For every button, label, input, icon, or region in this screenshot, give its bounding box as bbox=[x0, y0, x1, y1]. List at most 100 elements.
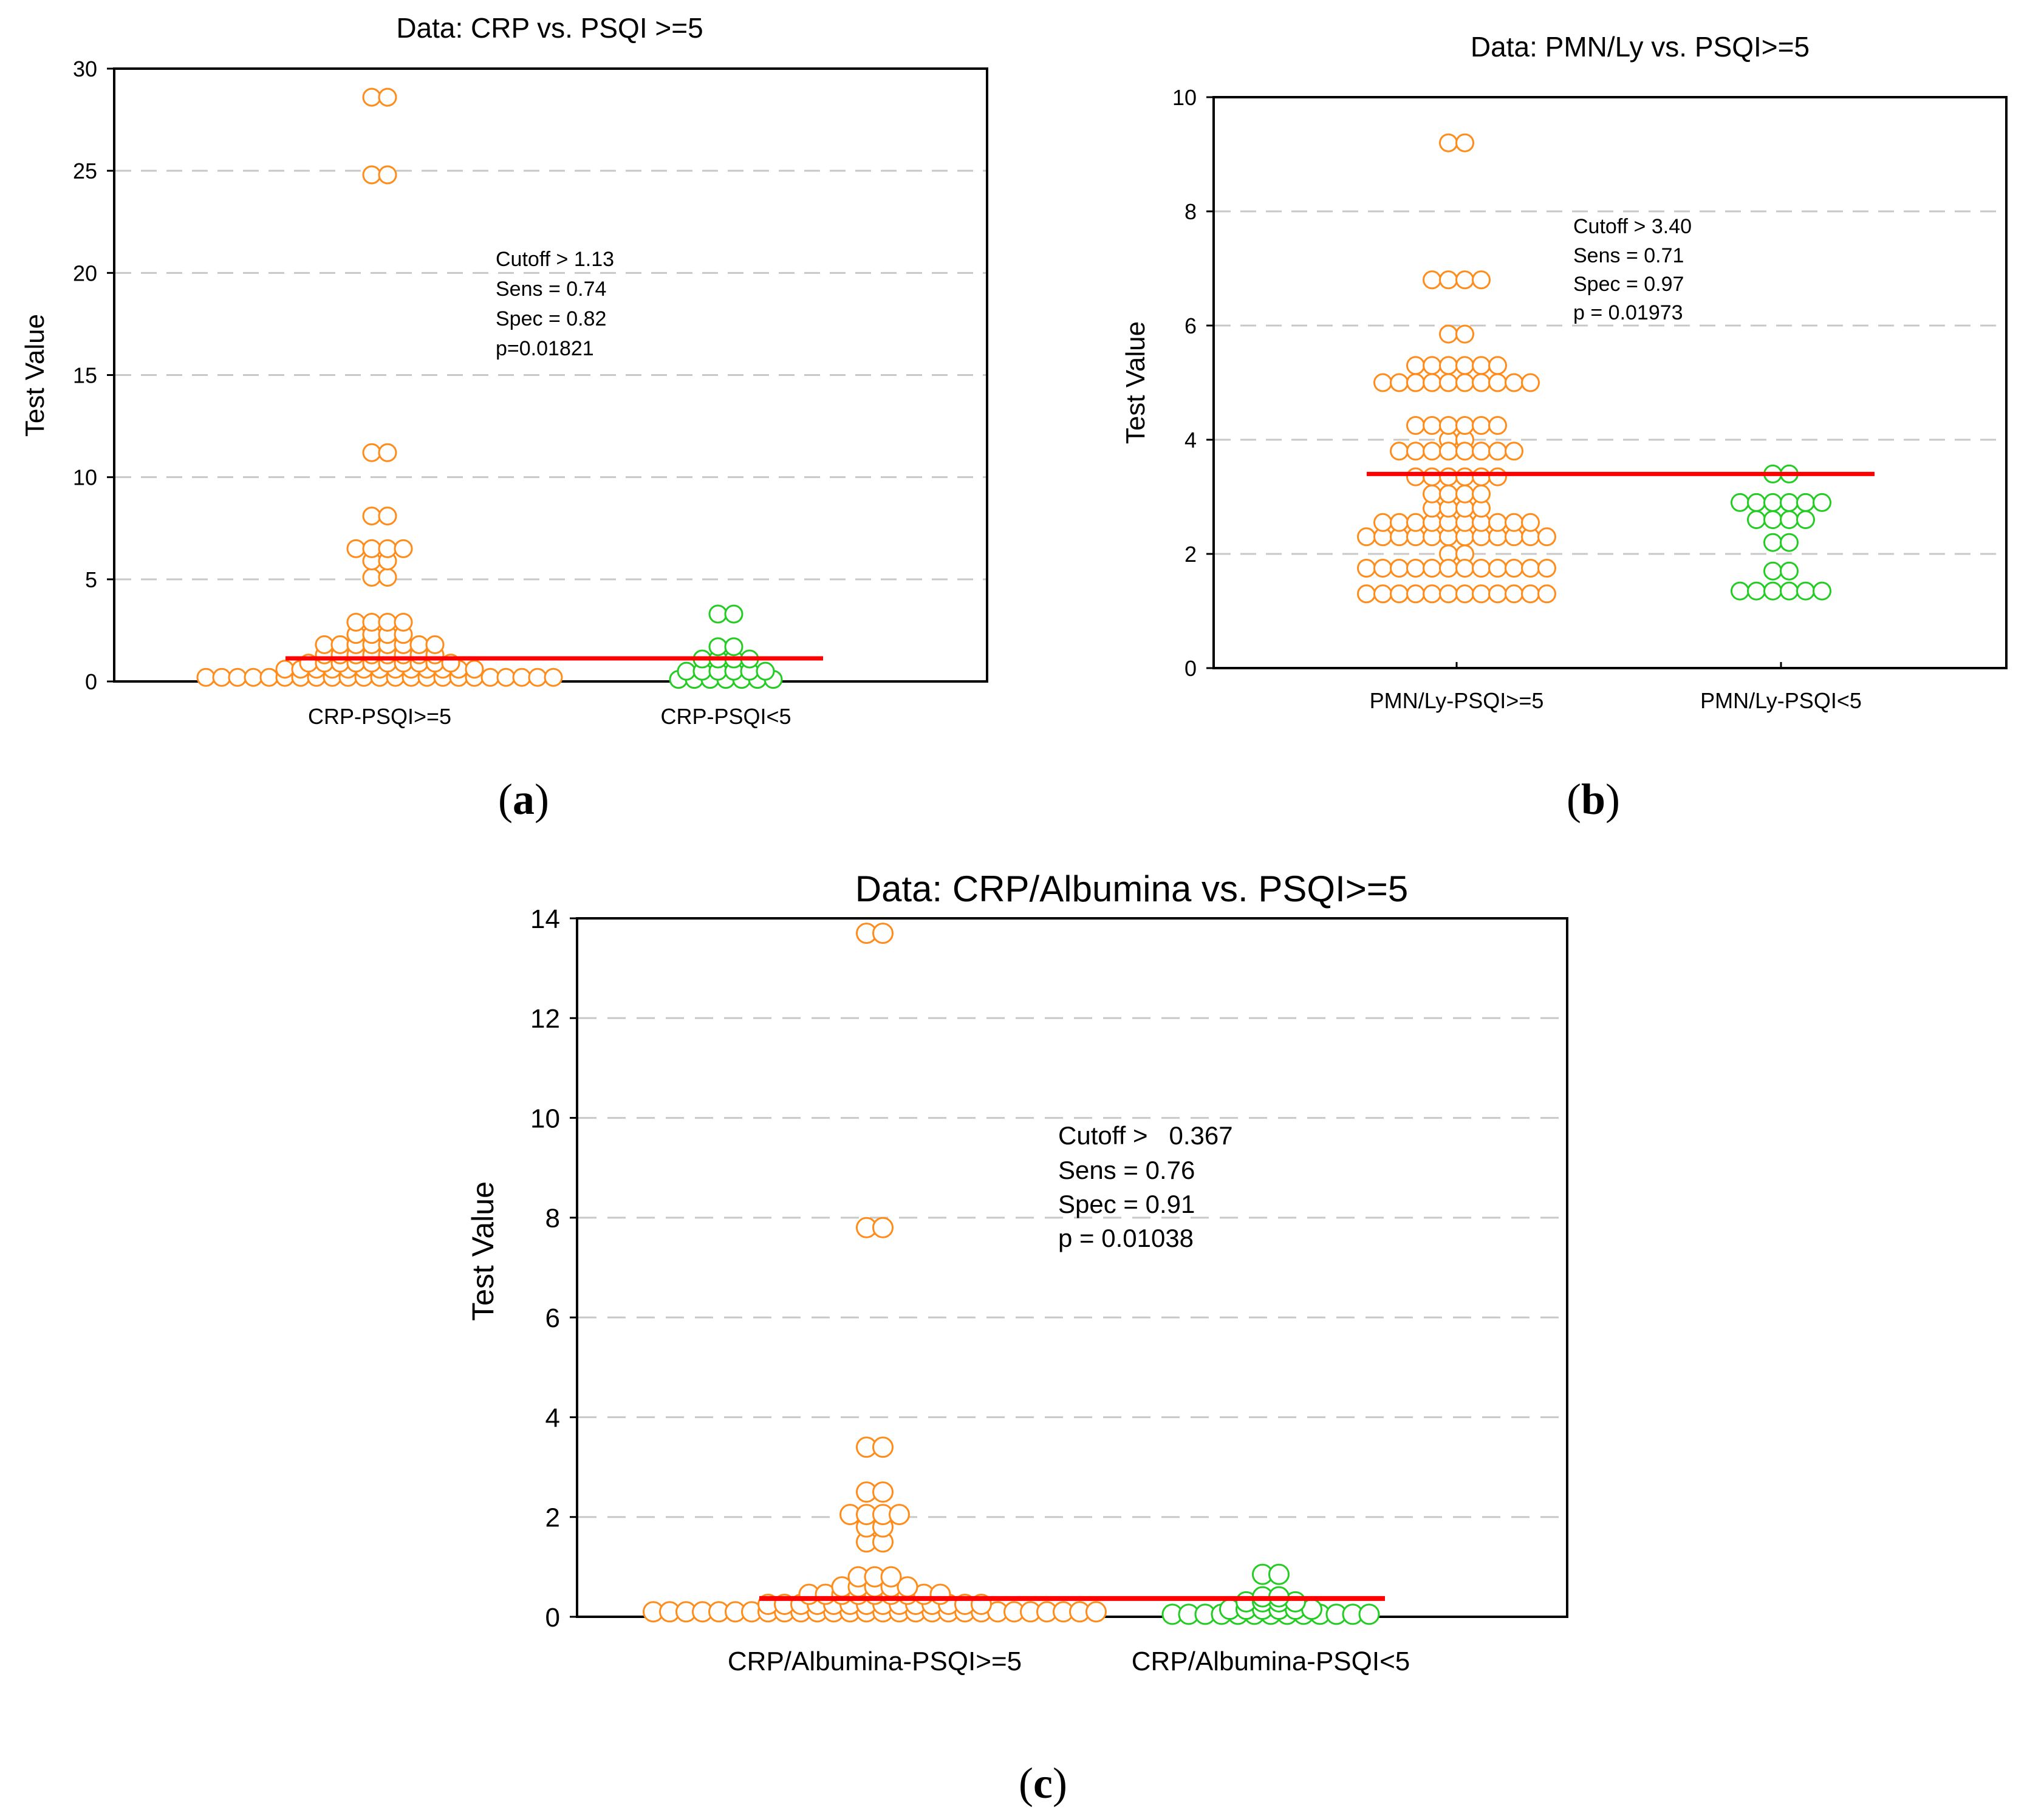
data-point bbox=[1357, 527, 1376, 547]
data-point bbox=[1373, 373, 1392, 392]
annotation-sens: Sens = 0.74 bbox=[496, 278, 606, 301]
data-point bbox=[378, 539, 397, 558]
y-tick-label: 5 bbox=[85, 567, 97, 592]
panel-a-y-axis: 0 5 10 15 20 25 30 bbox=[73, 56, 114, 694]
data-point bbox=[872, 1481, 894, 1503]
data-point bbox=[889, 1504, 910, 1526]
data-point bbox=[1439, 442, 1458, 461]
data-point bbox=[1537, 584, 1556, 604]
data-point bbox=[1390, 373, 1409, 392]
data-point bbox=[1406, 584, 1425, 604]
y-tick-label: 6 bbox=[1184, 313, 1197, 338]
data-point bbox=[1763, 581, 1782, 601]
data-point bbox=[1488, 373, 1507, 392]
data-point bbox=[212, 667, 231, 687]
data-point bbox=[1455, 324, 1474, 344]
data-point bbox=[1472, 559, 1491, 578]
data-point bbox=[1472, 416, 1491, 435]
data-point bbox=[708, 604, 728, 624]
data-point bbox=[1373, 584, 1392, 604]
data-point bbox=[228, 667, 247, 687]
data-point bbox=[1505, 373, 1523, 392]
panel-c-plot-frame bbox=[576, 917, 1568, 1618]
data-point bbox=[1521, 584, 1540, 604]
data-point bbox=[330, 635, 350, 654]
panel-a-y-axis-label: Test Value bbox=[20, 314, 50, 437]
data-point bbox=[1472, 484, 1491, 503]
data-point bbox=[1406, 373, 1425, 392]
data-point bbox=[362, 507, 381, 526]
data-point bbox=[346, 612, 366, 632]
data-point bbox=[1085, 1601, 1107, 1623]
y-tick-label: 15 bbox=[73, 363, 97, 387]
y-tick-label: 2 bbox=[545, 1503, 560, 1533]
y-tick-label: 0 bbox=[545, 1603, 560, 1633]
x-tick-label: CRP/Albumina-PSQI<5 bbox=[1132, 1647, 1410, 1676]
annotation-p-value: p = 0.01038 bbox=[1058, 1224, 1194, 1252]
data-point bbox=[1439, 484, 1458, 503]
data-point bbox=[1439, 467, 1458, 486]
data-point bbox=[1763, 533, 1782, 552]
panel-b-data-points bbox=[1357, 133, 1831, 604]
y-tick-label: 4 bbox=[1184, 428, 1197, 452]
data-point bbox=[378, 507, 397, 526]
data-point bbox=[362, 567, 381, 587]
data-point bbox=[1423, 584, 1441, 604]
panel-c-title: Data: CRP/Albumina vs. PSQI>=5 bbox=[855, 869, 1408, 909]
data-point bbox=[1439, 270, 1458, 290]
data-point bbox=[1521, 559, 1540, 578]
panel-a: Data: CRP vs. PSQI >=5 0 5 10 15 20 25 30 Test… bbox=[20, 12, 988, 824]
data-point bbox=[1373, 513, 1392, 532]
y-tick-label: 10 bbox=[530, 1104, 560, 1133]
data-point bbox=[1439, 356, 1458, 375]
data-point bbox=[1406, 513, 1425, 532]
data-point bbox=[1731, 581, 1749, 601]
data-point bbox=[1780, 510, 1799, 530]
panel-c-y-axis-label: Test Value bbox=[466, 1181, 500, 1321]
data-point bbox=[1406, 442, 1425, 461]
y-tick-label: 0 bbox=[85, 669, 97, 694]
y-tick-label: 4 bbox=[545, 1403, 560, 1433]
panel-b-y-axis: 0 2 4 6 8 10 bbox=[1172, 85, 1214, 681]
data-point bbox=[346, 539, 366, 558]
data-point bbox=[1390, 442, 1409, 461]
data-point bbox=[756, 661, 775, 681]
data-point bbox=[724, 604, 743, 624]
panel-b-y-axis-label: Test Value bbox=[1121, 321, 1150, 444]
data-point bbox=[544, 667, 563, 687]
data-point bbox=[1747, 493, 1766, 512]
panel-c-label: (c) bbox=[1019, 1759, 1067, 1807]
data-point bbox=[1455, 133, 1474, 152]
y-tick-label: 14 bbox=[530, 904, 560, 934]
data-point bbox=[1505, 559, 1523, 578]
data-point bbox=[1488, 467, 1507, 486]
annotation-p-value: p=0.01821 bbox=[496, 337, 594, 360]
y-tick-label: 25 bbox=[73, 159, 97, 183]
data-point bbox=[1455, 356, 1474, 375]
data-point bbox=[1472, 584, 1491, 604]
data-point bbox=[872, 923, 894, 944]
data-point bbox=[1521, 513, 1540, 532]
y-tick-label: 2 bbox=[1184, 542, 1197, 567]
data-point bbox=[196, 667, 216, 687]
y-tick-label: 6 bbox=[545, 1303, 560, 1333]
panel-a-label: (a) bbox=[498, 775, 549, 824]
data-point bbox=[465, 660, 484, 679]
data-point bbox=[1406, 416, 1425, 435]
y-tick-label: 10 bbox=[73, 465, 97, 490]
data-point bbox=[1455, 270, 1474, 290]
data-point bbox=[1813, 581, 1831, 601]
data-point bbox=[362, 87, 381, 107]
data-point bbox=[1455, 416, 1474, 435]
panel-c-data-points bbox=[643, 923, 1380, 1625]
annotation-spec: Spec = 0.82 bbox=[496, 307, 606, 330]
panel-a-title: Data: CRP vs. PSQI >=5 bbox=[396, 12, 703, 44]
data-point bbox=[512, 667, 532, 687]
y-tick-label: 30 bbox=[73, 56, 97, 81]
data-point bbox=[1423, 559, 1441, 578]
annotation-cutoff: Cutoff > 1.13 bbox=[496, 248, 614, 271]
data-point bbox=[1796, 581, 1815, 601]
data-point bbox=[1488, 559, 1507, 578]
data-point bbox=[1763, 493, 1782, 512]
